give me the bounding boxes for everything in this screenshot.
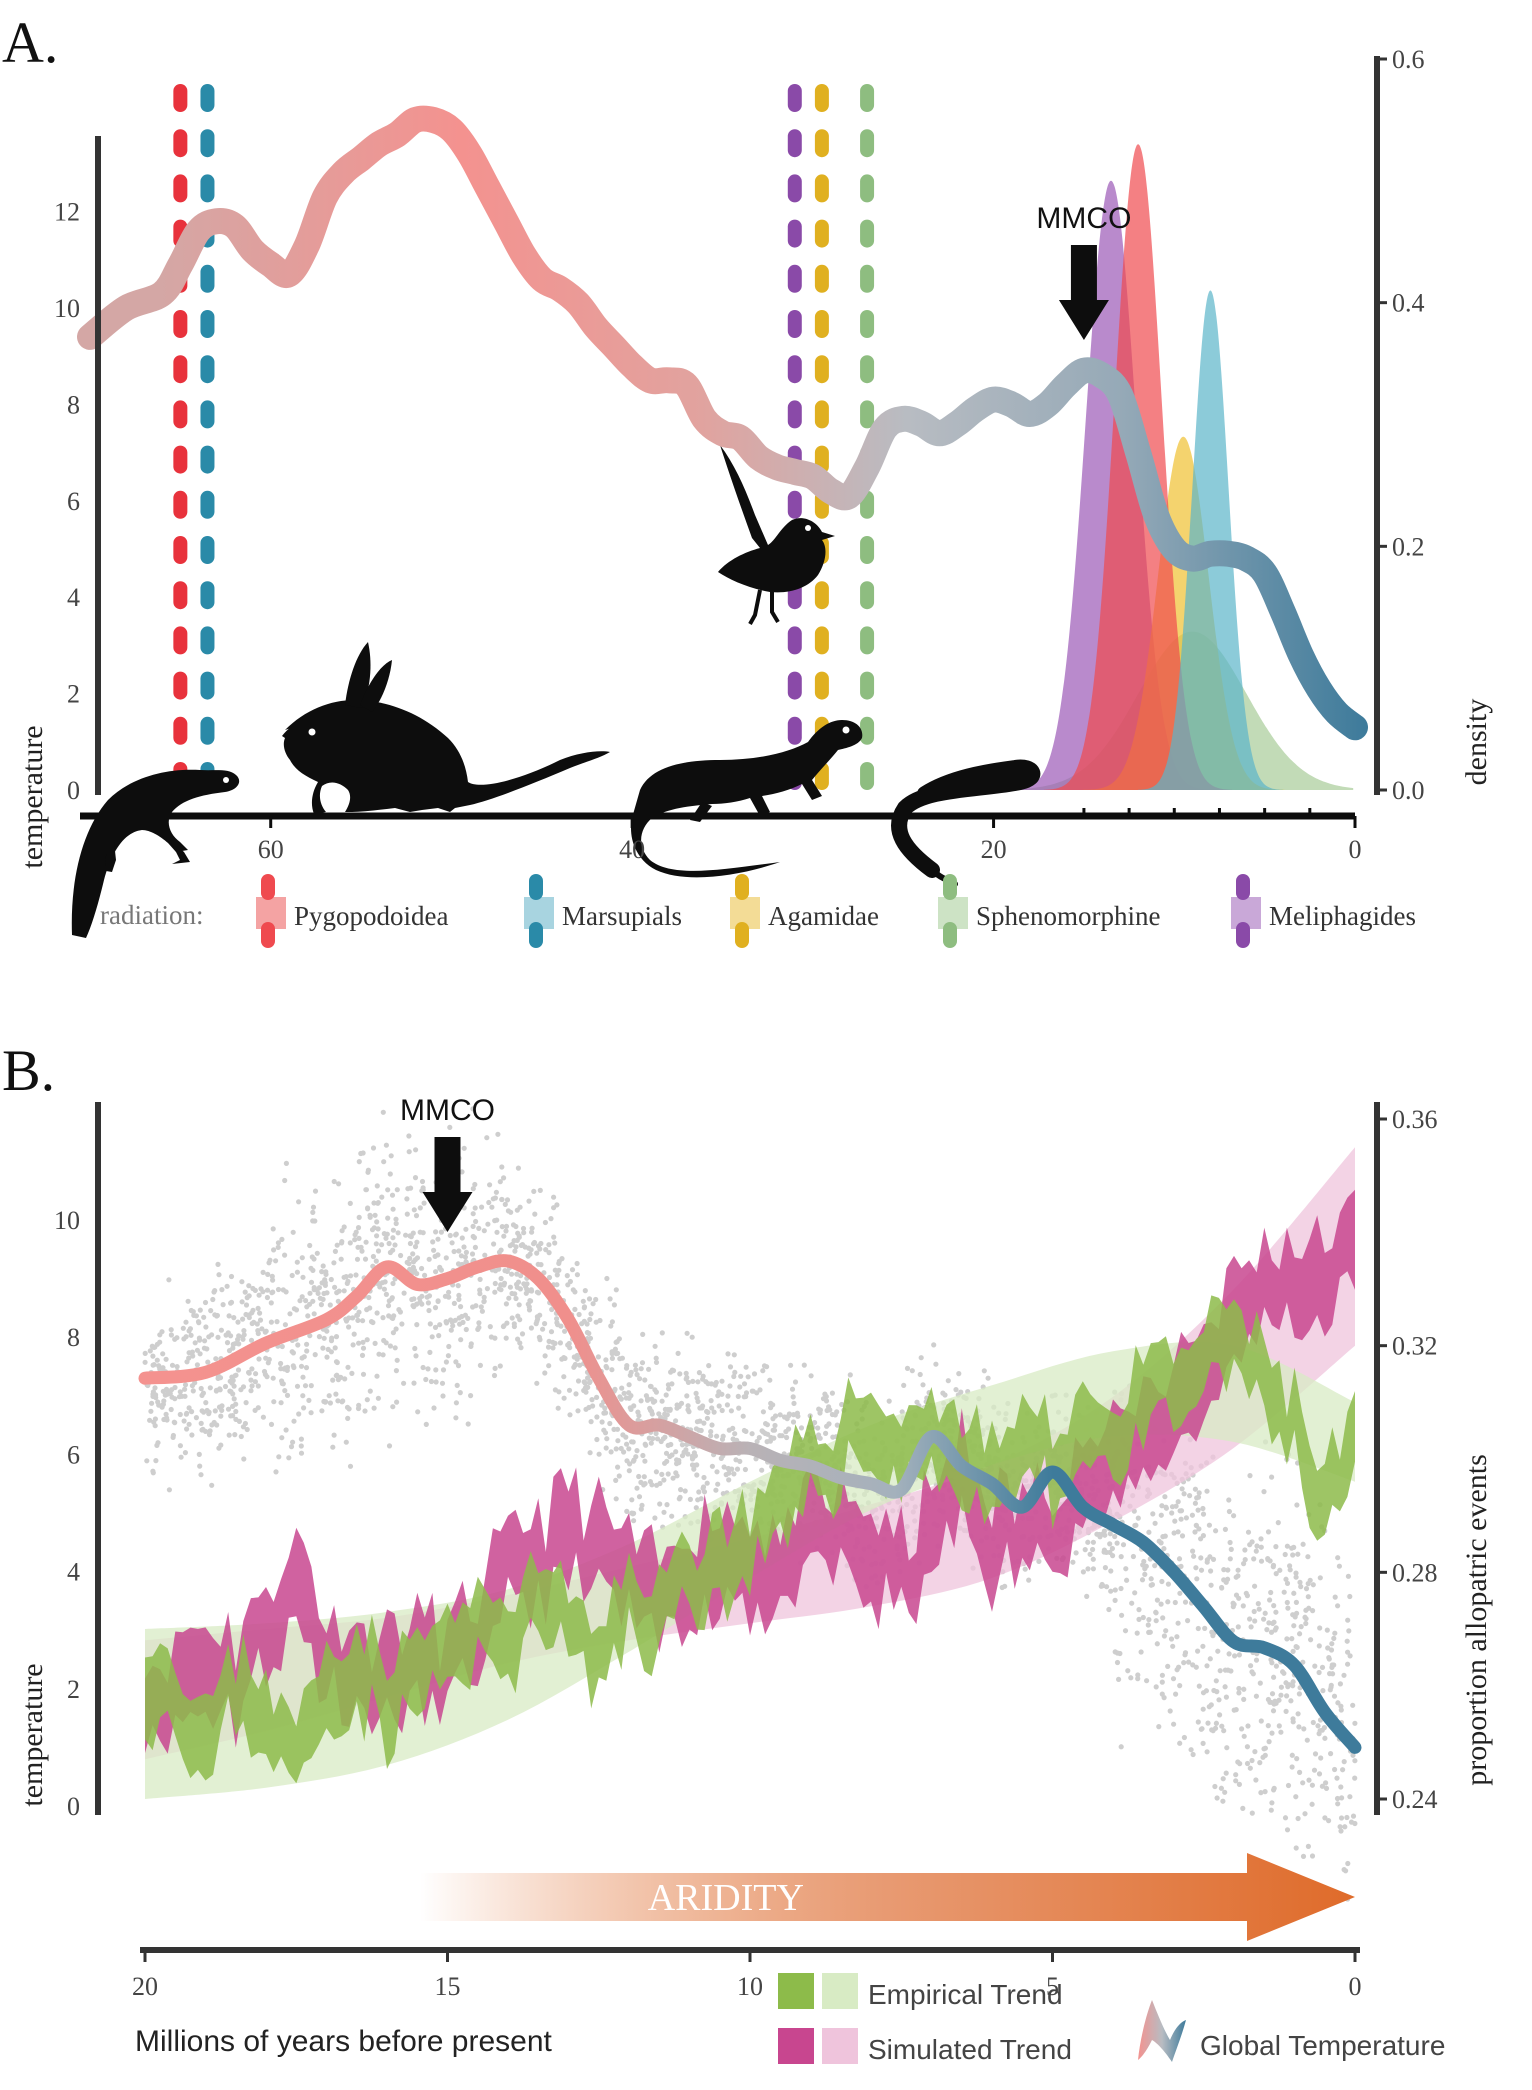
y2-axis-title-b: proportion allopatric events: [1460, 1454, 1493, 1786]
y-axis-title-b: temperature: [16, 1663, 49, 1806]
y-tick-label-a: 12: [54, 198, 80, 227]
bilby-silhouette: [282, 642, 610, 814]
panel-a: A.: [2, 10, 1493, 948]
global-temperature-curve-b: [138, 1254, 1362, 1754]
y2-tick-label-b: 0.28: [1392, 1558, 1438, 1587]
x-tick-label-b: 20: [132, 1972, 158, 2001]
legend-item-sphenomorphine: Sphenomorphine: [938, 874, 1160, 948]
legend-item-simulated-trend: Simulated Trend: [778, 2028, 1072, 2065]
legend-title: radiation:: [100, 900, 203, 930]
x-axis-title-b: Millions of years before present: [135, 2025, 553, 2058]
y-tick-label-b: 10: [54, 1206, 80, 1235]
legend-item-empirical-trend: Empirical Trend: [778, 1973, 1063, 2010]
radiation-column-agamidae: [814, 84, 829, 790]
x-tick-label-a: 20: [981, 835, 1007, 864]
y2-tick-label-b: 0.36: [1392, 1105, 1438, 1134]
y2-tick-label-a: 0.0: [1392, 776, 1425, 805]
trend-bands: [145, 1147, 1355, 1799]
x-tick-label-b: 0: [1349, 1972, 1362, 2001]
y-tick-label-b: 8: [67, 1323, 80, 1352]
density-agamidae: [1082, 436, 1285, 790]
fairywren-silhouette: [718, 445, 835, 625]
x-tick-label-b: 10: [737, 1972, 763, 2001]
y2-tick-label-b: 0.24: [1392, 1785, 1438, 1814]
y-tick-label-a: 6: [67, 487, 80, 516]
y-tick-label-a: 2: [67, 680, 80, 709]
panel-b: B. MMCO ARIDITY 0 2 4 6 8 10 0.24 0.28 0.32 0.36 2…: [2, 1038, 1493, 2065]
legless-lizard-silhouette: [891, 759, 1041, 887]
aridity-arrow: ARIDITY: [417, 1853, 1355, 1941]
legend-label: Meliphagides: [1269, 901, 1416, 931]
aridity-label: ARIDITY: [648, 1877, 804, 1919]
radiation-columns: [173, 84, 875, 790]
radiation-legend: radiation: Pygopodoidea Marsupials Agamida…: [100, 874, 1416, 948]
legend-item-meliphagides: Meliphagides: [1231, 874, 1416, 948]
trend-legend: Empirical Trend Simulated Trend Global Tem…: [778, 1973, 1445, 2065]
y2-tick-label-b: 0.32: [1392, 1332, 1438, 1361]
axes-a: 0 2 4 6 8 10 12 0.0 0.2 0.4 0.6 60 40 20 0: [54, 45, 1425, 864]
gecko-silhouette: [71, 769, 240, 938]
panel-b-label: B.: [2, 1038, 55, 1103]
mmco-arrow-b: MMCO: [400, 1094, 495, 1232]
x-tick-label-b: 15: [435, 1972, 461, 2001]
global-temperature-curve-a: [77, 105, 1368, 741]
x-tick-label-a: 0: [1349, 835, 1362, 864]
y2-axis-title-a: density: [1460, 699, 1493, 786]
legend-label: Marsupials: [562, 901, 682, 931]
radiation-column-meliphagides: [787, 84, 802, 790]
legend-label: Global Temperature: [1200, 2030, 1445, 2061]
x-tick-label-a: 60: [258, 835, 284, 864]
radiation-column-pygopodoidea: [173, 84, 188, 790]
silhouettes: [71, 445, 1041, 938]
y-tick-label-a: 4: [67, 583, 80, 612]
y-tick-label-a: 10: [54, 294, 80, 323]
legend-label: Pygopodoidea: [294, 901, 449, 931]
axes-b: 0 2 4 6 8 10 0.24 0.28 0.32 0.36 20 15 10 5 0: [54, 1102, 1438, 2001]
y-tick-label-b: 2: [67, 1675, 80, 1704]
panel-a-label: A.: [2, 10, 58, 75]
density-marsupials: [1138, 290, 1283, 790]
y-tick-label-a: 0: [67, 776, 80, 805]
legend-label: Simulated Trend: [868, 2034, 1072, 2065]
x-tick-label-a: 40: [619, 835, 645, 864]
y2-tick-label-a: 0.2: [1392, 532, 1425, 561]
legend-label: Empirical Trend: [868, 1979, 1063, 2010]
y-tick-label-b: 6: [67, 1440, 80, 1469]
legend-label: Agamidae: [768, 901, 879, 931]
y-tick-label-b: 4: [67, 1558, 80, 1587]
empirical-raw-band: [145, 1295, 1355, 1784]
y-tick-label-b: 0: [67, 1792, 80, 1821]
legend-item-agamidae: Agamidae: [730, 874, 879, 948]
density-curves: [975, 144, 1354, 791]
legend-item-pygopodoidea: Pygopodoidea: [256, 874, 449, 948]
radiation-column-marsupials: [200, 84, 215, 790]
legend-item-global-temperature: Global Temperature: [1138, 2000, 1445, 2062]
legend-label: Sphenomorphine: [976, 901, 1160, 931]
y-tick-label-a: 8: [67, 390, 80, 419]
y2-tick-label-a: 0.6: [1392, 45, 1425, 74]
y-axis-title-a: temperature: [16, 725, 49, 868]
x-tick-label-b: 5: [1046, 1972, 1059, 2001]
legend-item-marsupials: Marsupials: [524, 874, 682, 948]
mmco-arrow-a: MMCO: [1036, 202, 1131, 340]
mmco-label-b: MMCO: [400, 1094, 495, 1127]
dragon-lizard-silhouette: [631, 720, 863, 878]
y2-tick-label-a: 0.4: [1392, 289, 1425, 318]
mmco-label-a: MMCO: [1036, 202, 1131, 235]
